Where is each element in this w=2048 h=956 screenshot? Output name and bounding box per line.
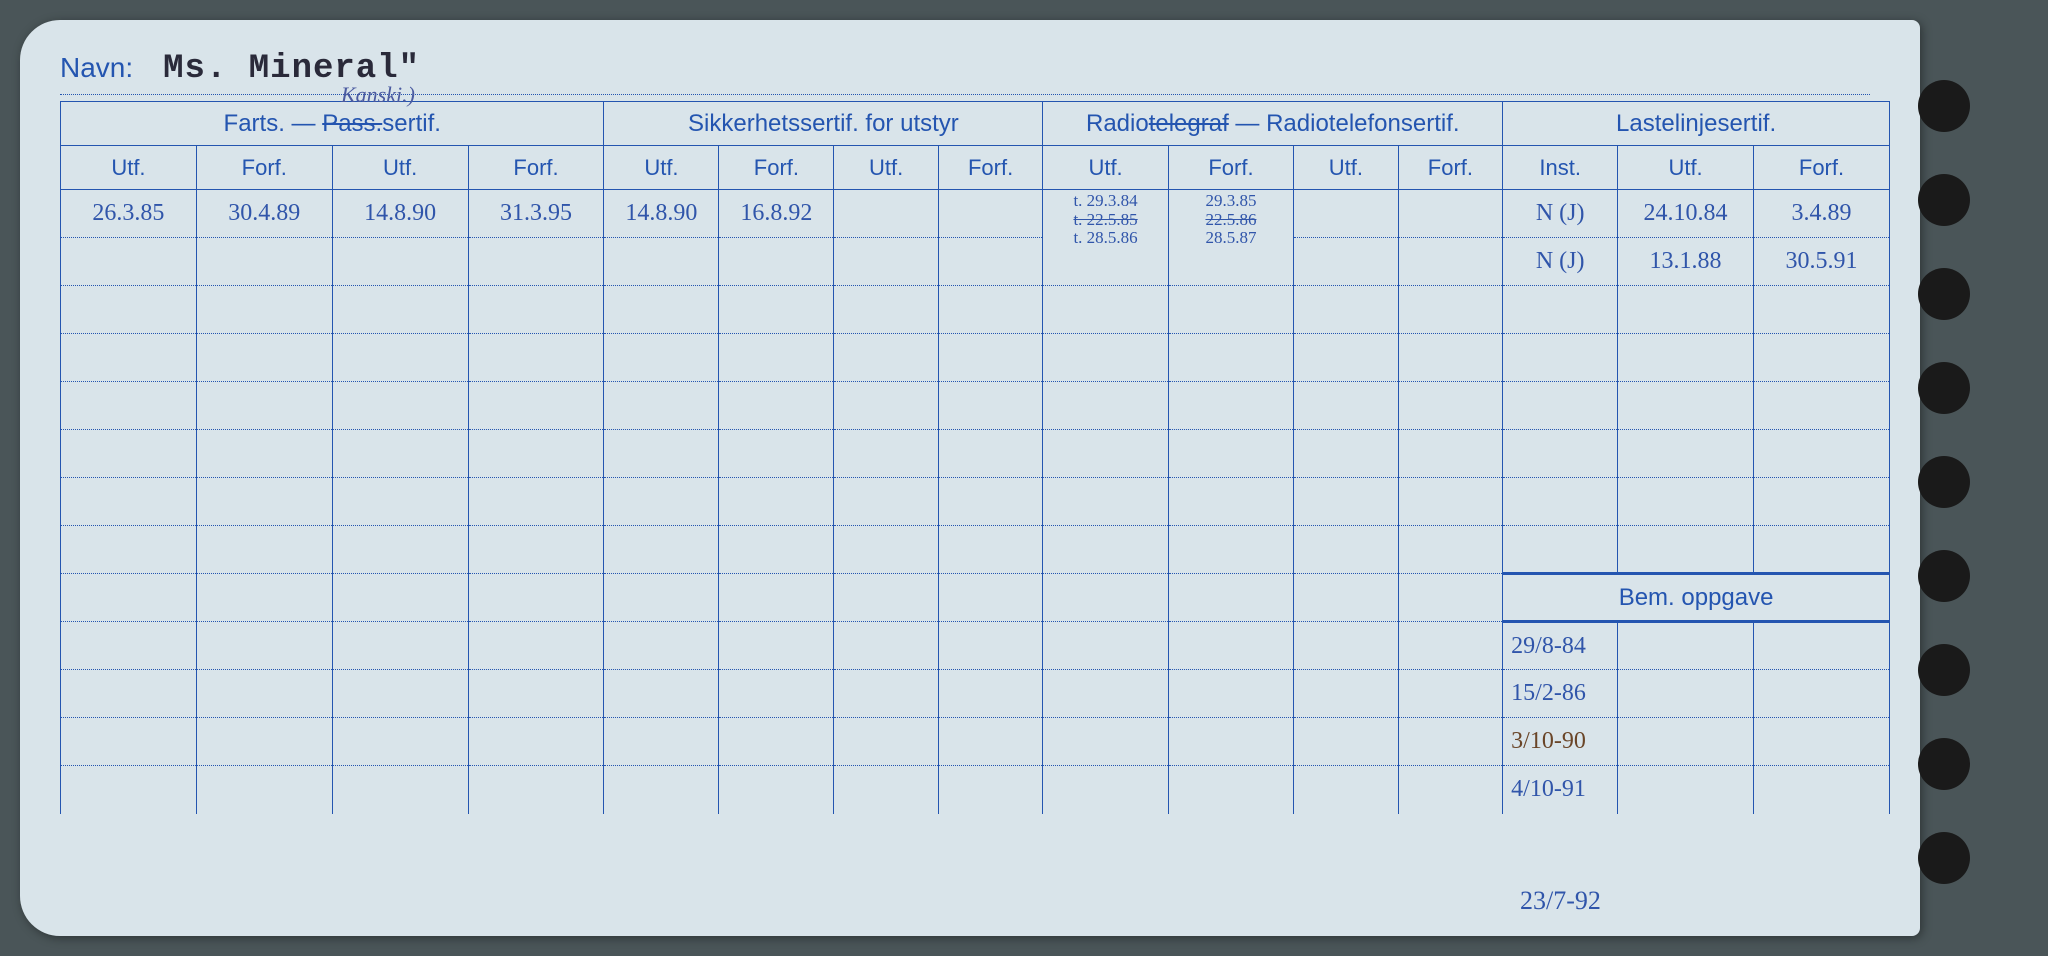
table-row bbox=[61, 382, 1890, 430]
cell: 14.8.90 bbox=[364, 200, 436, 226]
section-sikkerhet: Sikkerhetssertif. for utstyr bbox=[604, 102, 1043, 146]
sub-utf: Utf. bbox=[834, 146, 939, 190]
bem-date: 3/10-90 bbox=[1511, 728, 1586, 754]
table-row bbox=[61, 430, 1890, 478]
name-label: Navn: bbox=[60, 52, 133, 84]
bem-date-extra: 23/7-92 bbox=[1520, 886, 1601, 916]
sub-utf: Utf. bbox=[61, 146, 197, 190]
sub-inst: Inst. bbox=[1503, 146, 1618, 190]
cell: 30.4.89 bbox=[228, 200, 300, 226]
bem-date: 15/2-86 bbox=[1511, 680, 1586, 706]
annotation-kanski: Kanski.) bbox=[341, 82, 415, 108]
bem-header: Bem. oppgave bbox=[1503, 574, 1890, 622]
section-lastelinje: Lastelinjesertif. bbox=[1503, 102, 1890, 146]
sub-forf: Forf. bbox=[1753, 146, 1889, 190]
table-row: Bem. oppgave bbox=[61, 574, 1890, 622]
hole-icon bbox=[1918, 80, 1970, 132]
sub-utf: Utf. bbox=[1618, 146, 1754, 190]
cell: t. 28.5.86 bbox=[1043, 229, 1167, 248]
cell: t. 22.5.85 bbox=[1043, 211, 1167, 230]
hole-icon bbox=[1918, 174, 1970, 226]
certificate-table: Farts. — Pass.sertif. Kanski.) Sikkerhet… bbox=[60, 101, 1890, 814]
sub-utf: Utf. bbox=[332, 146, 468, 190]
hole-icon bbox=[1918, 550, 1970, 602]
table-row bbox=[61, 526, 1890, 574]
cell: t. 29.3.84 bbox=[1043, 192, 1167, 211]
sub-forf: Forf. bbox=[938, 146, 1043, 190]
sub-utf: Utf. bbox=[604, 146, 719, 190]
table-row: 4/10-91 bbox=[61, 766, 1890, 814]
cell: 16.8.92 bbox=[740, 200, 812, 226]
document-wrapper: Navn: Ms. Mineral" Farts. — Pass.sertif.… bbox=[0, 0, 2048, 956]
table-row: 29/8-84 bbox=[61, 622, 1890, 670]
table-row: 26.3.85 30.4.89 14.8.90 31.3.95 14.8.90 … bbox=[61, 190, 1890, 238]
index-card: Navn: Ms. Mineral" Farts. — Pass.sertif.… bbox=[20, 20, 1920, 936]
hole-icon bbox=[1918, 456, 1970, 508]
section-header-row: Farts. — Pass.sertif. Kanski.) Sikkerhet… bbox=[61, 102, 1890, 146]
cell: 22.5.86 bbox=[1169, 211, 1293, 230]
sub-forf: Forf. bbox=[719, 146, 834, 190]
bem-date: 29/8-84 bbox=[1511, 633, 1586, 659]
table-row: 15/2-86 bbox=[61, 670, 1890, 718]
section-radio: Radiotelegraf — Radiotelefonsertif. bbox=[1043, 102, 1503, 146]
table-row bbox=[61, 478, 1890, 526]
hole-icon bbox=[1918, 268, 1970, 320]
table-row: N (J) 13.1.88 30.5.91 bbox=[61, 238, 1890, 286]
name-row: Navn: Ms. Mineral" bbox=[60, 50, 1870, 95]
cell: 29.3.85 bbox=[1169, 192, 1293, 211]
cell: N (J) bbox=[1536, 248, 1585, 274]
table-row bbox=[61, 334, 1890, 382]
cell: 26.3.85 bbox=[92, 200, 164, 226]
hole-icon bbox=[1918, 738, 1970, 790]
cell: 30.5.91 bbox=[1785, 248, 1857, 274]
table-row: 3/10-90 bbox=[61, 718, 1890, 766]
sub-utf: Utf. bbox=[1294, 146, 1399, 190]
hole-icon bbox=[1918, 832, 1970, 884]
cell: N (J) bbox=[1536, 200, 1585, 226]
table-row bbox=[61, 286, 1890, 334]
cell: 31.3.95 bbox=[500, 200, 572, 226]
sub-forf: Forf. bbox=[1398, 146, 1503, 190]
cell: 28.5.87 bbox=[1169, 229, 1293, 248]
cell: 3.4.89 bbox=[1791, 200, 1851, 226]
bem-date: 4/10-91 bbox=[1511, 776, 1586, 802]
hole-icon bbox=[1918, 362, 1970, 414]
cell: 13.1.88 bbox=[1650, 248, 1722, 274]
sub-utf: Utf. bbox=[1043, 146, 1168, 190]
binder-holes bbox=[1918, 80, 1970, 884]
cell: 24.10.84 bbox=[1644, 200, 1728, 226]
sub-forf: Forf. bbox=[196, 146, 332, 190]
hole-icon bbox=[1918, 644, 1970, 696]
section-farts: Farts. — Pass.sertif. Kanski.) bbox=[61, 102, 604, 146]
sub-forf: Forf. bbox=[468, 146, 604, 190]
sub-header-row: Utf. Forf. Utf. Forf. Utf. Forf. Utf. Fo… bbox=[61, 146, 1890, 190]
cell: 14.8.90 bbox=[625, 200, 697, 226]
sub-forf: Forf. bbox=[1168, 146, 1293, 190]
